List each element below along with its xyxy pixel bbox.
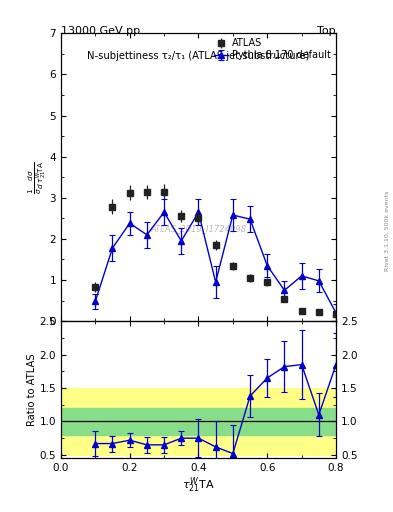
X-axis label: $\tau_{21}^{W}\mathrm{TA}$: $\tau_{21}^{W}\mathrm{TA}$ xyxy=(182,476,215,496)
Y-axis label: Ratio to ATLAS: Ratio to ATLAS xyxy=(27,353,37,426)
Text: Rivet 3.1.10, 500k events: Rivet 3.1.10, 500k events xyxy=(385,190,389,270)
Y-axis label: $\frac{1}{\sigma}\frac{d\sigma}{d\,\tau_{21}^{W}\!\mathrm{TA}}$: $\frac{1}{\sigma}\frac{d\sigma}{d\,\tau_… xyxy=(26,161,48,194)
Text: N-subjettiness τ₂/τ₁ (ATLAS jet substructure): N-subjettiness τ₂/τ₁ (ATLAS jet substruc… xyxy=(87,51,310,60)
Legend: ATLAS, Pythia 8.170 default: ATLAS, Pythia 8.170 default xyxy=(212,36,333,62)
Text: Top: Top xyxy=(318,26,336,36)
Text: 13000 GeV pp: 13000 GeV pp xyxy=(61,26,140,36)
Text: ATLAS_2019_I1724098: ATLAS_2019_I1724098 xyxy=(151,225,246,233)
